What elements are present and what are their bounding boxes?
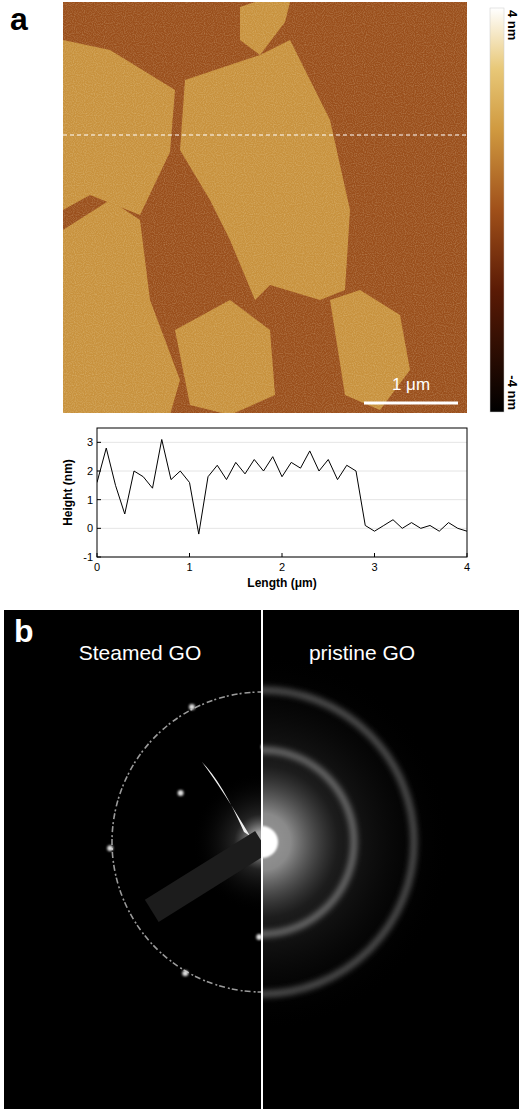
y-tick [97, 499, 101, 500]
pristine-pattern [262, 652, 452, 1032]
x-tick [97, 553, 98, 557]
steamed-pattern [107, 692, 262, 992]
y-tick [97, 471, 101, 472]
x-tick [189, 553, 190, 557]
x-tick [467, 553, 468, 557]
y-tick-label: 1 [87, 494, 93, 506]
colorbar-label: -4 nm [505, 375, 520, 410]
center-haze [262, 652, 452, 1032]
ring [262, 750, 354, 934]
x-tick [282, 553, 283, 557]
y-tick [97, 557, 101, 558]
x-tick [374, 553, 375, 557]
y-axis-title: Height (nm) [61, 459, 75, 526]
substrate [63, 2, 467, 413]
profile-line [63, 134, 467, 135]
texture [63, 2, 467, 413]
scale-label: 1 μm [392, 375, 430, 394]
grid-line [97, 471, 467, 472]
streak [202, 762, 250, 836]
colorbar [490, 8, 504, 412]
figure: 1 μma4 nm-4 nm01234-10123Length (μm)Heig… [0, 0, 523, 1113]
x-tick-label: 4 [464, 561, 470, 573]
panel-letter: b [14, 613, 34, 649]
plot-area [97, 439, 467, 534]
x-tick-label: 3 [371, 561, 377, 573]
x-axis-title: Length (μm) [247, 576, 316, 590]
grid-line [97, 499, 467, 500]
afm-image [63, 2, 467, 413]
spot [182, 970, 188, 976]
panel-letter: a [10, 1, 28, 37]
y-tick [97, 528, 101, 529]
ring [262, 690, 414, 994]
grid-line [97, 442, 467, 443]
x-tick-label: 0 [94, 561, 100, 573]
x-tick-label: 1 [186, 561, 192, 573]
x-tick-label: 2 [279, 561, 285, 573]
divider [261, 610, 263, 1109]
frame [97, 428, 467, 557]
grid-line [97, 528, 467, 529]
y-tick [97, 442, 101, 443]
profile [97, 439, 467, 534]
saed-background [4, 610, 519, 1109]
y-tick-label: -1 [83, 551, 93, 563]
spot [178, 790, 184, 796]
y-tick-label: 0 [87, 522, 93, 534]
right-label: pristine GO [309, 641, 415, 664]
spot [107, 845, 113, 851]
scale-bar [364, 402, 458, 405]
y-tick-label: 2 [87, 465, 93, 477]
spot [189, 704, 195, 710]
y-tick-label: 3 [87, 436, 93, 448]
ring [112, 692, 262, 992]
center-beam [262, 826, 278, 858]
beam-stop [145, 831, 262, 922]
colorbar-label: 4 nm [505, 10, 520, 40]
left-label: Steamed GO [79, 641, 202, 664]
